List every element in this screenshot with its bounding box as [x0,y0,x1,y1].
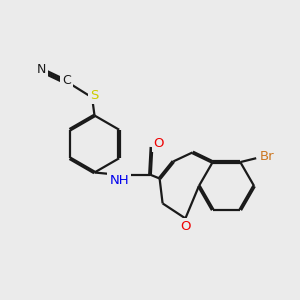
Text: N: N [37,63,46,76]
Text: C: C [62,74,71,88]
Text: Br: Br [260,150,275,163]
Text: O: O [181,220,191,233]
Text: S: S [90,88,98,102]
Text: O: O [154,137,164,150]
Text: NH: NH [110,174,129,187]
